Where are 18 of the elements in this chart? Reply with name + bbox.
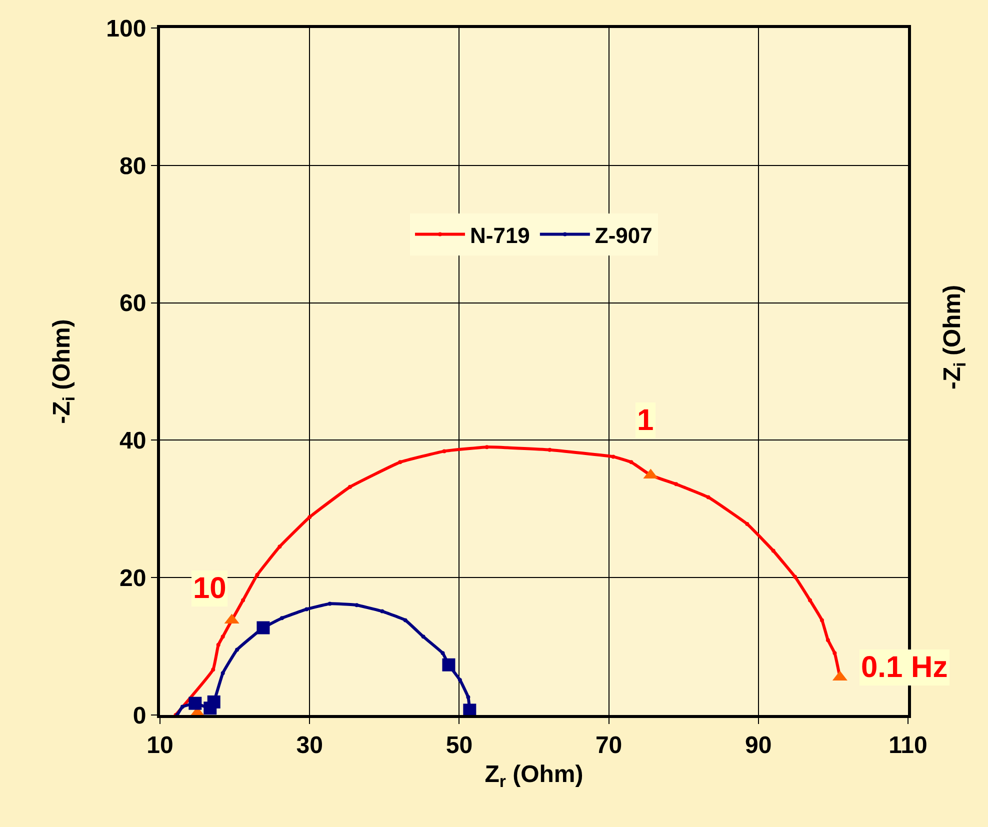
y-tick-label: 60 [119, 290, 146, 318]
annotation: 0.1 Hz [861, 651, 948, 684]
y-tick-label: 20 [119, 565, 146, 592]
y-tick-label: 0 [132, 702, 146, 730]
y-tick-label: 40 [119, 428, 146, 455]
annotation: 10 [193, 572, 226, 605]
legend-label: Z-907 [594, 222, 652, 248]
x-tick-label: 30 [296, 732, 323, 759]
x-tick-label: 10 [146, 732, 174, 759]
x-tick-label: 90 [745, 732, 772, 759]
x-tick-label: 50 [446, 732, 473, 759]
y-tick-label: 80 [119, 152, 146, 180]
legend-label: N-719 [470, 222, 530, 248]
y-tick-label: 100 [106, 15, 146, 42]
annotation: 1 [637, 404, 654, 437]
x-tick-label: 70 [595, 732, 622, 759]
x-axis-title: Z$_{r}$ (Ohm) [484, 761, 584, 792]
x-tick-label: 110 [888, 732, 928, 759]
